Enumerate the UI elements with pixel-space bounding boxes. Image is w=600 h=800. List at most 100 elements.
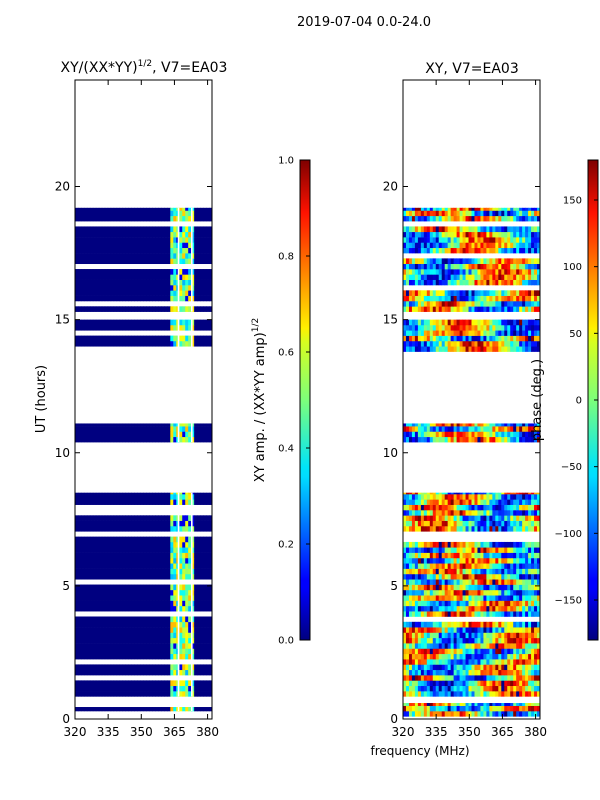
left-heatmap-cell — [146, 231, 150, 238]
right-heatmap-cell — [444, 520, 449, 527]
left-heatmap-cell — [107, 210, 112, 217]
left-heatmap-cell — [152, 680, 156, 687]
right-heatmap-cell — [525, 335, 529, 342]
left-heatmap-cell — [128, 274, 132, 280]
right-heatmap-cell — [477, 637, 481, 644]
left-heatmap-cell — [155, 492, 159, 495]
left-heatmap-cell — [116, 685, 121, 692]
right-heatmap-cell — [450, 504, 455, 511]
right-heatmap-cell — [423, 600, 428, 607]
right-heatmap-cell — [435, 335, 440, 342]
right-heatmap-cell — [483, 426, 487, 432]
right-heatmap-cell — [429, 600, 434, 607]
left-heatmap-cell — [122, 637, 127, 644]
left-heatmap-cell — [170, 541, 174, 548]
right-heatmap-cell — [405, 685, 410, 692]
left-heatmap-cell — [209, 648, 212, 655]
left-heatmap-cell — [131, 605, 135, 612]
left-heatmap-cell — [98, 515, 103, 521]
left-heatmap-cell — [161, 226, 165, 233]
left-heatmap-cell — [194, 573, 198, 580]
left-heatmap-cell — [131, 340, 135, 347]
right-heatmap-cell — [471, 595, 475, 601]
right-heatmap-cell — [438, 711, 443, 717]
right-heatmap-cell — [411, 340, 416, 347]
left-heatmap-cell — [188, 324, 192, 331]
left-heatmap-cell — [179, 557, 183, 564]
left-heatmap-cell — [89, 573, 94, 580]
left-heatmap-cell — [137, 648, 141, 655]
right-heatmap-cell — [414, 568, 419, 575]
right-heatmap-cell — [522, 705, 526, 712]
left-heatmap-cell — [134, 247, 138, 254]
left-heatmap-cell — [179, 643, 183, 649]
left-heatmap-cell — [179, 210, 183, 217]
left-heatmap-cell — [155, 707, 159, 712]
left-heatmap-cell — [173, 691, 177, 697]
left-heatmap-cell — [104, 207, 109, 211]
left-heatmap-cell — [80, 285, 85, 291]
left-heatmap-cell — [83, 653, 88, 660]
right-heatmap-cell — [507, 541, 511, 548]
left-heatmap-cell — [149, 520, 153, 527]
left-heatmap-cell — [119, 237, 124, 243]
right-heatmap-cell — [495, 659, 499, 665]
left-heatmap-cell — [191, 290, 195, 296]
left-heatmap-cell — [167, 557, 171, 564]
right-heatmap-cell — [510, 499, 514, 505]
right-heatmap-cell — [495, 552, 499, 559]
right-heatmap-cell — [444, 346, 449, 352]
left-heatmap-cell — [185, 563, 189, 569]
right-heatmap-cell — [462, 705, 466, 712]
left-heatmap-cell — [116, 669, 121, 676]
left-heatmap-cell — [173, 648, 177, 655]
left-heatmap-cell — [116, 621, 121, 628]
left-heatmap-cell — [80, 258, 85, 265]
right-heatmap-cell — [522, 675, 526, 681]
right-heatmap-cell — [504, 703, 508, 706]
left-heatmap-cell — [203, 563, 207, 569]
left-heatmap-cell — [206, 295, 210, 302]
left-heatmap-cell — [104, 247, 109, 254]
right-heatmap-cell — [456, 659, 460, 665]
left-heatmap-cell — [179, 231, 183, 238]
right-heatmap-cell — [435, 659, 440, 665]
right-heatmap-cell — [528, 621, 532, 628]
right-heatmap-cell — [471, 557, 475, 564]
left-heatmap-cell — [98, 306, 103, 312]
left-heatmap-cell — [203, 274, 207, 280]
left-heatmap-cell — [134, 584, 138, 591]
left-heatmap-cell — [92, 669, 97, 676]
right-heatmap-cell — [498, 589, 502, 596]
right-heatmap-cell — [471, 431, 475, 438]
left-heatmap-cell — [164, 691, 168, 697]
left-heatmap-cell — [104, 306, 109, 312]
left-heatmap-cell — [194, 664, 198, 671]
left-heatmap-cell — [80, 589, 85, 596]
right-heatmap-cell — [498, 680, 502, 687]
left-heatmap-cell — [158, 335, 162, 342]
left-heatmap-cell — [89, 621, 94, 628]
left-heatmap-cell — [191, 643, 195, 649]
right-heatmap-cell — [531, 643, 535, 649]
right-heatmap-cell — [444, 525, 449, 532]
left-heatmap-cell — [101, 274, 106, 280]
left-heatmap-cell — [83, 616, 88, 623]
right-heatmap-cell — [468, 637, 472, 644]
right-heatmap-cell — [453, 643, 458, 649]
right-heatmap-cell — [528, 504, 532, 511]
left-heatmap-cell — [104, 226, 109, 233]
right-heatmap-cell — [489, 705, 493, 712]
left-heatmap-cell — [137, 563, 141, 569]
left-heatmap-cell — [164, 600, 168, 607]
left-heatmap-cell — [95, 653, 100, 660]
right-heatmap-cell — [417, 509, 422, 516]
right-heatmap-cell — [462, 595, 466, 601]
right-heatmap-cell — [456, 705, 460, 712]
right-heatmap-cell — [403, 340, 407, 347]
right-heatmap-cell — [417, 426, 422, 432]
right-heatmap-cell — [513, 335, 517, 342]
right-heatmap-cell — [507, 605, 511, 612]
right-heatmap-cell — [420, 643, 425, 649]
left-heatmap-cell — [122, 589, 127, 596]
